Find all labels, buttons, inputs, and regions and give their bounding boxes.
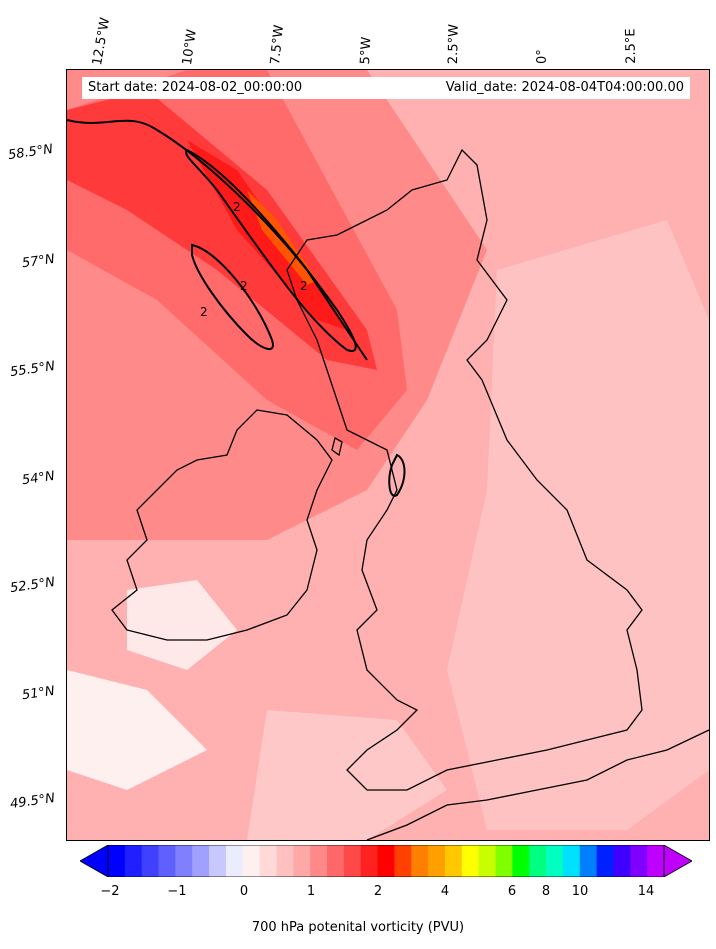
colorbar-tick: 0 bbox=[239, 884, 249, 899]
colorbar-segment bbox=[546, 845, 564, 877]
colorbar-segment bbox=[630, 845, 648, 877]
colorbar-segment bbox=[562, 845, 581, 877]
colorbar-segment bbox=[444, 845, 463, 877]
pv-field-map: 2 2 2 2 bbox=[67, 70, 709, 840]
lon-label-2-5w: 2.5°W bbox=[446, 23, 462, 65]
lat-label-54n: 54°N bbox=[21, 468, 56, 489]
colorbar-tick: −1 bbox=[167, 884, 187, 899]
colorbar-segment bbox=[394, 845, 412, 877]
coastline-france bbox=[366, 729, 709, 840]
colorbar-segment bbox=[209, 845, 227, 877]
colorbar-tick: 8 bbox=[541, 884, 551, 899]
contour-line-2 bbox=[185, 148, 357, 352]
date-header: Start date: 2024-08-02_00:00:00 Valid_da… bbox=[82, 77, 690, 99]
colorbar-segment bbox=[124, 845, 143, 877]
colorbar-segment bbox=[461, 845, 480, 877]
colorbar-segment bbox=[579, 845, 598, 877]
colorbar-segment bbox=[478, 845, 497, 877]
colorbar-segment bbox=[310, 845, 328, 877]
colorbar-segment bbox=[360, 845, 379, 877]
colorbar-segment bbox=[259, 845, 277, 877]
pv-region-white-ireland bbox=[127, 580, 237, 670]
coastline-great-britain bbox=[286, 148, 643, 791]
colorbar-segment bbox=[512, 845, 530, 877]
colorbar-tick: −2 bbox=[100, 884, 120, 899]
colorbar-tick: 2 bbox=[373, 884, 383, 899]
colorbar-segment bbox=[293, 845, 311, 877]
colorbar-segment bbox=[596, 845, 614, 877]
colorbar-segment bbox=[411, 845, 429, 877]
colorbar-segment bbox=[141, 845, 160, 877]
colorbar-segment bbox=[108, 845, 126, 877]
lon-label-0: 0° bbox=[535, 49, 550, 64]
colorbar-segment bbox=[529, 845, 547, 877]
contour-line-3 bbox=[191, 243, 274, 350]
colorbar-tick: 4 bbox=[440, 884, 450, 899]
lon-label-2-5e: 2.5°E bbox=[623, 28, 639, 64]
coastline-isle-of-man bbox=[331, 437, 343, 457]
contour-line-1 bbox=[67, 119, 368, 361]
colorbar-segment bbox=[428, 845, 446, 877]
colorbar-tick: 6 bbox=[507, 884, 517, 899]
lon-label-7-5w: 7.5°W bbox=[268, 24, 288, 66]
colorbar-segment bbox=[343, 845, 362, 877]
contour-label: 2 bbox=[240, 279, 248, 293]
colorbar-tick: 1 bbox=[306, 884, 316, 899]
colorbar-tick: 10 bbox=[571, 884, 589, 899]
pv-region-light-east bbox=[447, 220, 709, 830]
colorbar-segment bbox=[327, 845, 345, 877]
lat-label-57n: 57°N bbox=[21, 251, 56, 272]
lat-label-55-5n: 55.5°N bbox=[9, 358, 56, 381]
colorbar-segment bbox=[225, 845, 244, 877]
colorbar-segment bbox=[242, 845, 261, 877]
lat-label-52-5n: 52.5°N bbox=[9, 574, 56, 597]
colorbar-segment bbox=[647, 845, 665, 877]
colorbar-segment bbox=[175, 845, 193, 877]
colorbar-under-triangle bbox=[80, 845, 109, 877]
colorbar-label: 700 hPa potenital vorticity (PVU) bbox=[251, 920, 465, 935]
lat-label-51n: 51°N bbox=[21, 683, 56, 704]
colorbar-tick: 14 bbox=[637, 884, 655, 899]
map-panel: 2 2 2 2 bbox=[66, 69, 710, 841]
contour-line-4 bbox=[388, 453, 406, 497]
valid-date-text: Valid_date: 2024-08-04T04:00:00.00 bbox=[445, 80, 684, 95]
colorbar-border bbox=[107, 845, 665, 877]
pv-region-white-west bbox=[67, 670, 207, 790]
colorbar-segment bbox=[192, 845, 210, 877]
colorbar-over-triangle bbox=[663, 845, 692, 877]
colorbar bbox=[80, 845, 692, 877]
contour-label: 2 bbox=[200, 305, 208, 319]
colorbar-segment bbox=[495, 845, 513, 877]
contour-label: 2 bbox=[233, 200, 241, 214]
colorbar-segments bbox=[80, 845, 692, 877]
pv-region-light-south bbox=[247, 710, 447, 840]
start-date-text: Start date: 2024-08-02_00:00:00 bbox=[88, 80, 303, 95]
colorbar-segment bbox=[158, 845, 176, 877]
colorbar-segment bbox=[276, 845, 294, 877]
lon-label-12-5w: 12.5°W bbox=[90, 16, 114, 67]
lon-label-10w: 10°W bbox=[180, 28, 200, 67]
lat-label-49-5n: 49.5°N bbox=[9, 790, 56, 813]
contour-label: 2 bbox=[300, 279, 308, 293]
colorbar-segment bbox=[613, 845, 631, 877]
lat-label-58-5n: 58.5°N bbox=[7, 141, 54, 164]
lon-label-5w: 5°W bbox=[358, 36, 375, 65]
colorbar-segment bbox=[377, 845, 395, 877]
coastline-ireland bbox=[111, 409, 333, 641]
